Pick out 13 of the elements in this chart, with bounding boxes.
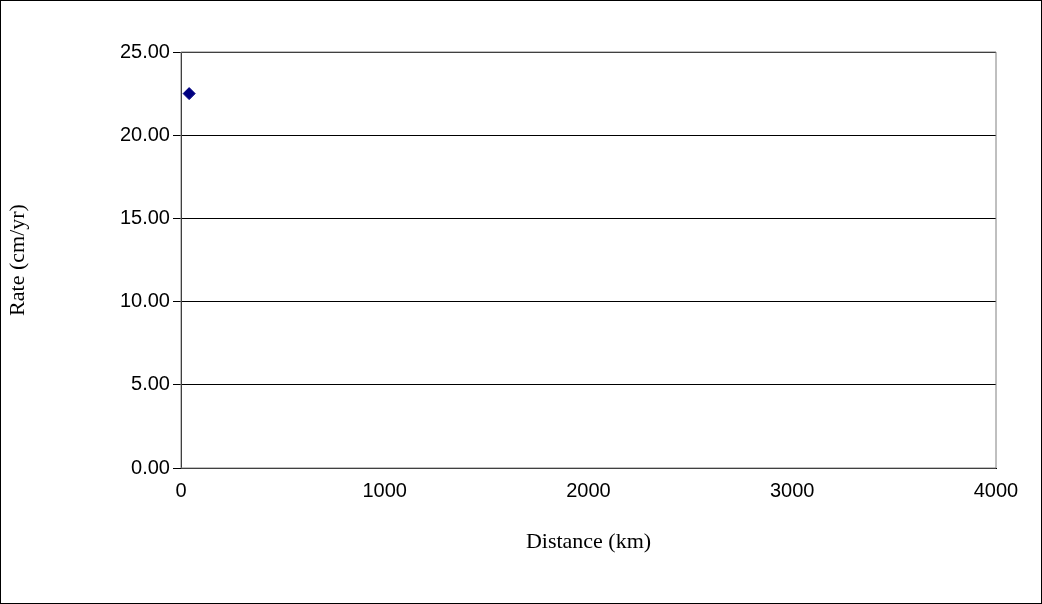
y-tick-label: 20.00 (119, 122, 170, 145)
x-tick-label: 2000 (566, 478, 611, 501)
y-tick-label: 25.00 (119, 39, 170, 62)
x-tick-label: 3000 (770, 478, 815, 501)
y-tick-label: 10.00 (119, 289, 170, 312)
y-tick-label: 15.00 (119, 205, 170, 228)
x-axis-title: Distance (km) (525, 527, 652, 553)
x-tick-label: 1000 (362, 478, 407, 501)
x-tick-label: 4000 (973, 478, 1019, 501)
y-tick-label: 5.00 (131, 372, 170, 395)
y-tick-label: 0.00 (131, 455, 170, 478)
y-axis-title: Rate (cm/yr) (3, 204, 29, 316)
x-tick-label: 0 (175, 478, 187, 501)
